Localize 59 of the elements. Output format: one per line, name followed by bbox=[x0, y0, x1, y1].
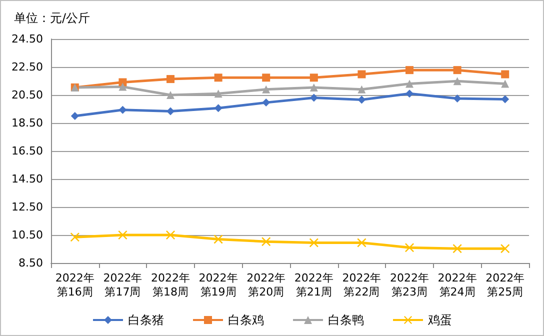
point bbox=[453, 77, 462, 86]
x-tick-label: 2022年第24周 bbox=[438, 272, 477, 298]
point bbox=[166, 91, 174, 99]
legend-label: 白条鸡 bbox=[228, 313, 264, 327]
point bbox=[166, 107, 174, 116]
point bbox=[309, 238, 318, 248]
y-tick-label: 8.50 bbox=[18, 256, 43, 270]
x-tick-label: 2022年第21周 bbox=[294, 272, 334, 298]
y-tick-label: 10.50 bbox=[12, 228, 43, 242]
point bbox=[358, 70, 366, 78]
point bbox=[262, 237, 271, 246]
point bbox=[262, 98, 270, 107]
point bbox=[406, 66, 414, 74]
point bbox=[310, 83, 318, 92]
point bbox=[310, 74, 318, 82]
y-tick-label: 24.50 bbox=[12, 32, 43, 46]
point bbox=[70, 112, 79, 120]
point bbox=[406, 80, 414, 88]
chart-title: 单位：元/公斤 bbox=[14, 11, 90, 25]
point bbox=[118, 106, 127, 114]
point bbox=[214, 74, 222, 82]
x-tick-label: 2022年第19周 bbox=[198, 272, 238, 298]
point bbox=[501, 70, 510, 78]
point bbox=[310, 94, 318, 102]
point bbox=[214, 104, 222, 112]
x-tick-label: 2022年第25周 bbox=[486, 272, 525, 298]
point bbox=[406, 90, 414, 98]
point bbox=[262, 85, 270, 94]
point bbox=[214, 90, 222, 98]
point bbox=[357, 238, 366, 248]
y-tick-label: 20.50 bbox=[12, 88, 43, 102]
x-tick-label: 2022年第17周 bbox=[103, 272, 142, 298]
x-tick-label: 2022年第22周 bbox=[342, 272, 382, 298]
point bbox=[214, 234, 223, 244]
x-tick-label: 2022年第18周 bbox=[151, 272, 190, 298]
y-tick-label: 16.50 bbox=[12, 144, 43, 158]
point bbox=[118, 82, 127, 91]
x-tick-label: 2022年第16周 bbox=[55, 272, 94, 298]
point bbox=[500, 244, 510, 254]
point bbox=[358, 96, 366, 104]
point bbox=[452, 244, 462, 254]
legend-label: 鸡蛋 bbox=[427, 313, 452, 327]
y-tick-label: 12.50 bbox=[12, 200, 43, 214]
point bbox=[358, 85, 366, 94]
point bbox=[501, 80, 510, 88]
point bbox=[501, 95, 510, 104]
point bbox=[262, 74, 270, 82]
y-tick-label: 18.50 bbox=[12, 116, 43, 130]
point bbox=[70, 232, 80, 242]
x-tick-label: 2022年第20周 bbox=[246, 272, 286, 298]
point bbox=[166, 75, 174, 84]
point bbox=[118, 230, 128, 240]
point bbox=[453, 94, 462, 102]
legend-label: 白条鸭 bbox=[328, 313, 364, 327]
legend-label: 白条猪 bbox=[128, 313, 164, 327]
x-tick-label: 2022年第23周 bbox=[390, 272, 429, 298]
y-tick-label: 22.50 bbox=[12, 60, 43, 74]
y-tick-label: 14.50 bbox=[12, 172, 43, 186]
point bbox=[453, 66, 462, 74]
